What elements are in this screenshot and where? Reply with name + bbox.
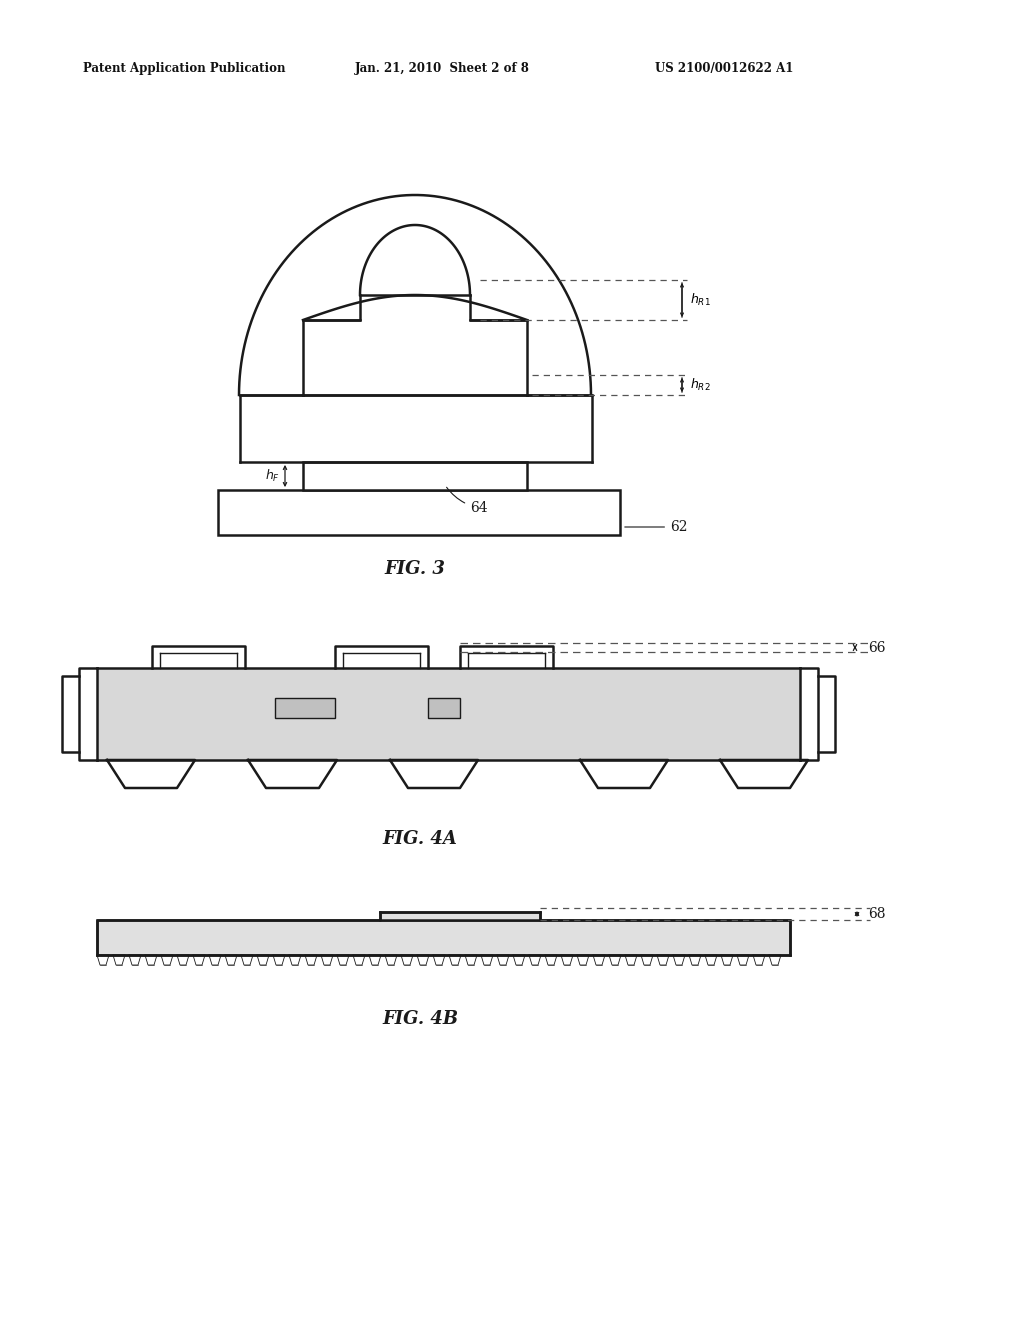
Bar: [275, 698, 335, 718]
Bar: [218, 490, 620, 535]
Text: US 2100/0012622 A1: US 2100/0012622 A1: [655, 62, 794, 75]
Bar: [97, 920, 790, 954]
Text: $h_{R1}$: $h_{R1}$: [690, 292, 711, 308]
Bar: [380, 912, 540, 920]
Text: 68: 68: [868, 907, 886, 921]
Text: FIG. 4A: FIG. 4A: [383, 830, 458, 847]
Bar: [97, 668, 800, 760]
Text: 64: 64: [446, 487, 487, 515]
Text: 66: 66: [868, 640, 886, 655]
Bar: [428, 698, 460, 718]
Text: Jan. 21, 2010  Sheet 2 of 8: Jan. 21, 2010 Sheet 2 of 8: [355, 62, 529, 75]
Bar: [100, 671, 797, 756]
Text: FIG. 4B: FIG. 4B: [382, 1010, 458, 1028]
Bar: [303, 462, 527, 490]
Text: 62: 62: [625, 520, 687, 535]
Text: $h_{F}$: $h_{F}$: [265, 469, 280, 484]
Text: $h_{R2}$: $h_{R2}$: [690, 378, 711, 393]
Text: Patent Application Publication: Patent Application Publication: [83, 62, 286, 75]
Text: FIG. 3: FIG. 3: [385, 560, 445, 578]
